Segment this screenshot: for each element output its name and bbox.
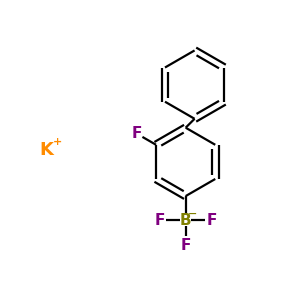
Text: F: F bbox=[181, 238, 191, 253]
Text: F: F bbox=[207, 213, 217, 228]
Text: F: F bbox=[154, 213, 165, 228]
Text: B: B bbox=[180, 213, 191, 228]
Text: +: + bbox=[52, 137, 62, 147]
Text: K: K bbox=[39, 141, 53, 159]
Text: −: − bbox=[188, 209, 197, 219]
Text: F: F bbox=[132, 126, 142, 141]
